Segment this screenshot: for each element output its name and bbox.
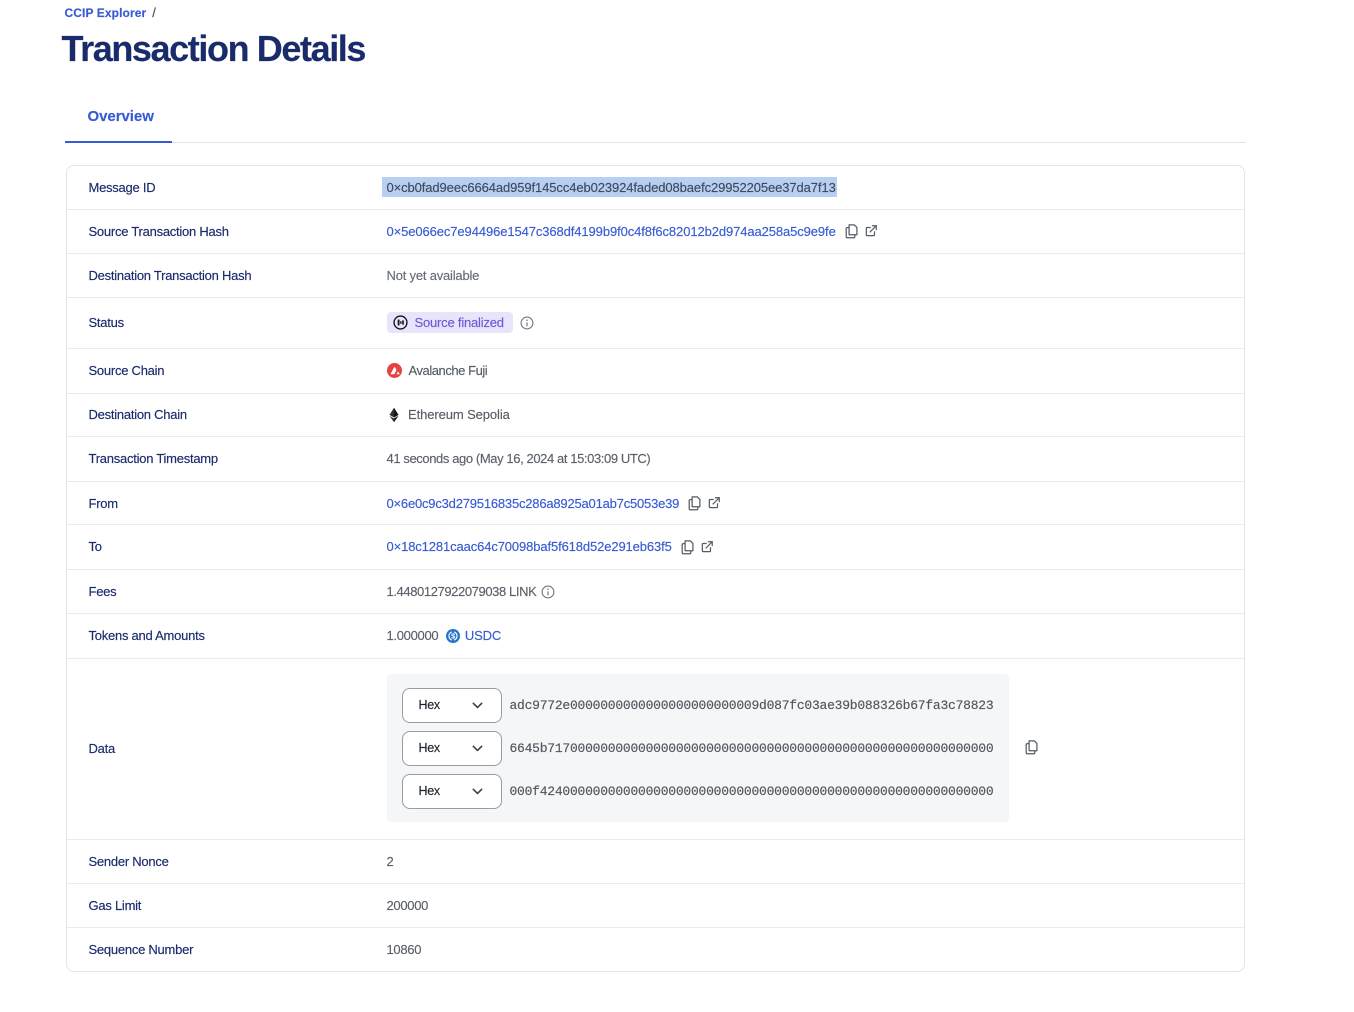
svg-text:$: $: [451, 632, 455, 641]
